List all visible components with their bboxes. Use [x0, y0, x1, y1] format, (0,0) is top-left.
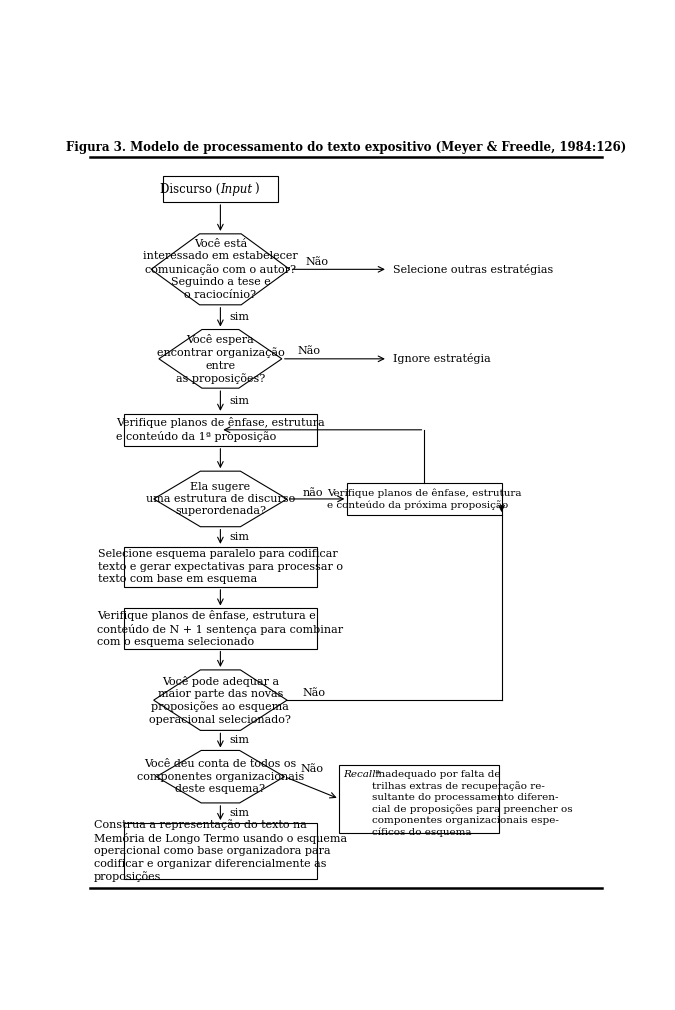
Text: Verifique planos de ênfase, estrutura
e conteúdo da próxima proposição: Verifique planos de ênfase, estrutura e …: [327, 488, 522, 510]
Polygon shape: [154, 670, 287, 730]
Text: sim: sim: [230, 808, 250, 818]
FancyBboxPatch shape: [124, 823, 317, 879]
Text: não: não: [303, 488, 323, 498]
FancyBboxPatch shape: [163, 176, 278, 202]
FancyBboxPatch shape: [124, 608, 317, 648]
Text: sim: sim: [230, 531, 250, 541]
FancyBboxPatch shape: [347, 483, 502, 515]
Text: Input: Input: [220, 183, 252, 196]
Text: Você deu conta de todos os
componentes organizacionais
deste esquema?: Você deu conta de todos os componentes o…: [137, 760, 304, 794]
FancyBboxPatch shape: [124, 546, 317, 587]
Text: sim: sim: [230, 312, 250, 322]
Text: Discurso (: Discurso (: [160, 183, 220, 196]
Text: Construa a representação do texto na
Memória de Longo Termo usando o esquema
ope: Construa a representação do texto na Mem…: [94, 819, 347, 882]
Text: Ela sugere
uma estrutura de discurso
superordenada?: Ela sugere uma estrutura de discurso sup…: [146, 482, 295, 516]
Text: Verifique planos de ênfase, estrutura
e conteúdo da 1ª proposição: Verifique planos de ênfase, estrutura e …: [116, 417, 325, 442]
Text: Não: Não: [300, 765, 323, 775]
Text: ): ): [254, 183, 259, 196]
Text: Verifique planos de ênfase, estrutura e
conteúdo de N + 1 sentença para combinar: Verifique planos de ênfase, estrutura e …: [97, 610, 344, 647]
Text: Não: Não: [303, 688, 326, 698]
Polygon shape: [157, 750, 284, 803]
Polygon shape: [159, 329, 282, 388]
Text: Ignore estratégia: Ignore estratégia: [393, 354, 491, 365]
Text: Não: Não: [298, 346, 321, 357]
Text: sim: sim: [230, 396, 250, 406]
Text: Figura 3. Modelo de processamento do texto expositivo (Meyer & Freedle, 1984:126: Figura 3. Modelo de processamento do tex…: [65, 141, 626, 154]
Text: Selecione esquema paralelo para codificar
texto e gerar expectativas para proces: Selecione esquema paralelo para codifica…: [98, 549, 343, 584]
Text: Selecione outras estratégias: Selecione outras estratégias: [393, 264, 554, 275]
Text: sim: sim: [230, 735, 250, 745]
Text: Recall*: Recall*: [343, 770, 381, 779]
Text: inadequado por falta de
trilhas extras de recuperação re-
sultante do processame: inadequado por falta de trilhas extras d…: [373, 770, 573, 837]
Text: Você espera
encontrar organização
entre
as proposições?: Você espera encontrar organização entre …: [157, 333, 284, 384]
FancyBboxPatch shape: [124, 414, 317, 445]
Polygon shape: [151, 234, 290, 305]
Text: Não: Não: [305, 257, 329, 267]
FancyBboxPatch shape: [340, 765, 499, 833]
Polygon shape: [154, 471, 287, 527]
Text: Você está
interessado em estabelecer
comunicação com o autor?
Seguindo a tese e
: Você está interessado em estabelecer com…: [143, 239, 298, 300]
Text: Você pode adequar a
maior parte das novas
proposições ao esquema
operacional sel: Você pode adequar a maior parte das nova…: [149, 676, 292, 725]
